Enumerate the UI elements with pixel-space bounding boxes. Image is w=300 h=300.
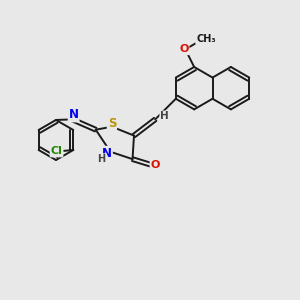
Text: H: H	[98, 154, 106, 164]
Text: Cl: Cl	[51, 146, 62, 157]
Text: N: N	[102, 147, 112, 160]
Text: O: O	[151, 160, 160, 170]
Text: CH₃: CH₃	[196, 34, 216, 44]
Text: S: S	[108, 117, 116, 130]
Text: N: N	[69, 109, 79, 122]
Text: O: O	[179, 44, 188, 54]
Text: H: H	[160, 111, 169, 122]
